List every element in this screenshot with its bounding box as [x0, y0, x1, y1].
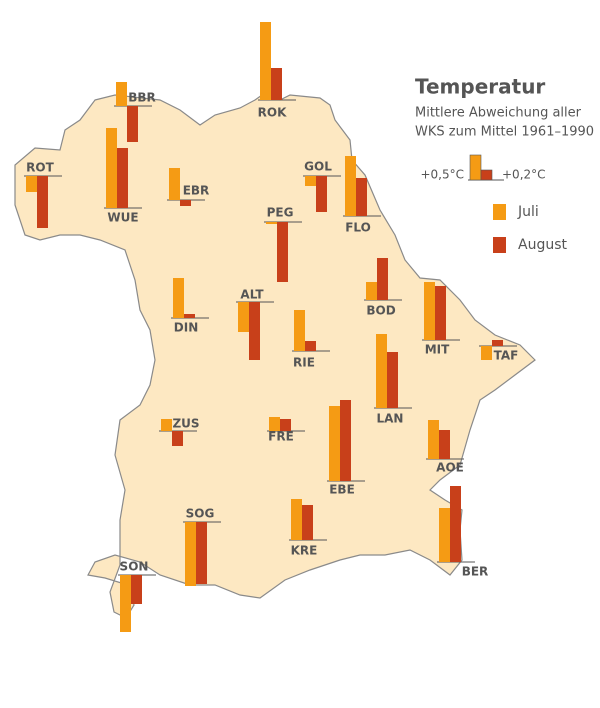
bar	[26, 176, 37, 192]
station-label: EBR	[183, 184, 210, 198]
bar	[161, 419, 172, 431]
bar	[294, 310, 305, 351]
bar	[180, 200, 191, 206]
bar	[184, 314, 195, 318]
bar	[376, 334, 387, 408]
bar	[439, 508, 450, 562]
station-label: AOE	[436, 461, 464, 475]
bar	[291, 499, 302, 540]
region-outline	[14, 94, 536, 619]
station-label: SON	[120, 560, 149, 574]
bar	[117, 148, 128, 208]
station-label: PEG	[267, 206, 294, 220]
bar	[127, 106, 138, 142]
bar	[277, 222, 288, 282]
station-label: BER	[462, 565, 489, 579]
bar	[260, 22, 271, 100]
station-label: FLO	[345, 221, 371, 235]
station-label: EBE	[329, 483, 355, 497]
bar	[492, 340, 503, 346]
bar	[435, 286, 446, 340]
bar	[481, 346, 492, 360]
station-label: LAN	[377, 412, 404, 426]
legend-subtitle: Mittlere Abweichung aller	[415, 106, 582, 121]
bar	[345, 156, 356, 216]
station-label: TAF	[494, 349, 519, 363]
bar	[266, 222, 277, 224]
bar	[305, 341, 316, 351]
legend-sample-label: +0,5°C	[420, 168, 464, 182]
legend-sample-label: +0,2°C	[502, 168, 546, 182]
bar	[249, 302, 260, 360]
station-label: GOL	[304, 160, 332, 174]
bar	[366, 282, 377, 300]
bar	[173, 278, 184, 318]
bar	[428, 420, 439, 459]
bar	[116, 82, 127, 106]
station-label: FRE	[268, 430, 294, 444]
station-label: ZUS	[172, 417, 199, 431]
bar	[185, 522, 196, 586]
station-label: SOG	[186, 507, 215, 521]
legend-sample-bar	[469, 154, 482, 181]
bar	[280, 419, 291, 431]
bar	[424, 282, 435, 340]
legend-subtitle: WKS zum Mittel 1961–1990	[415, 125, 594, 140]
bar	[169, 168, 180, 200]
station-label: WUE	[107, 211, 138, 225]
legend-label: August	[518, 237, 568, 253]
bar	[271, 68, 282, 100]
bar	[131, 575, 142, 604]
station-label: KRE	[291, 544, 318, 558]
station-label: BOD	[366, 304, 395, 318]
legend-sample-bar	[480, 169, 493, 181]
bar	[305, 176, 316, 186]
station-label: ALT	[240, 288, 264, 302]
station-label: RIE	[293, 356, 315, 370]
station-label: ROT	[26, 161, 54, 175]
bar	[172, 431, 183, 446]
legend-title: Temperatur	[415, 75, 545, 99]
bar	[302, 505, 313, 540]
bar	[329, 406, 340, 481]
bar	[37, 176, 48, 228]
bar	[316, 176, 327, 212]
bar	[269, 417, 280, 431]
bar	[106, 128, 117, 208]
station-label: ROK	[258, 106, 287, 120]
bar	[439, 430, 450, 459]
legend-swatch	[493, 204, 506, 220]
legend-swatch	[493, 237, 506, 253]
bar	[196, 522, 207, 584]
station-label: BBR	[128, 91, 156, 105]
station-label: MIT	[425, 343, 450, 357]
bar	[377, 258, 388, 300]
bar	[340, 400, 351, 481]
bar	[450, 486, 461, 562]
bar	[356, 178, 367, 216]
legend-label: Juli	[517, 204, 539, 220]
station-label: DIN	[174, 321, 198, 335]
bar	[387, 352, 398, 408]
bar	[120, 575, 131, 632]
bar	[238, 302, 249, 332]
